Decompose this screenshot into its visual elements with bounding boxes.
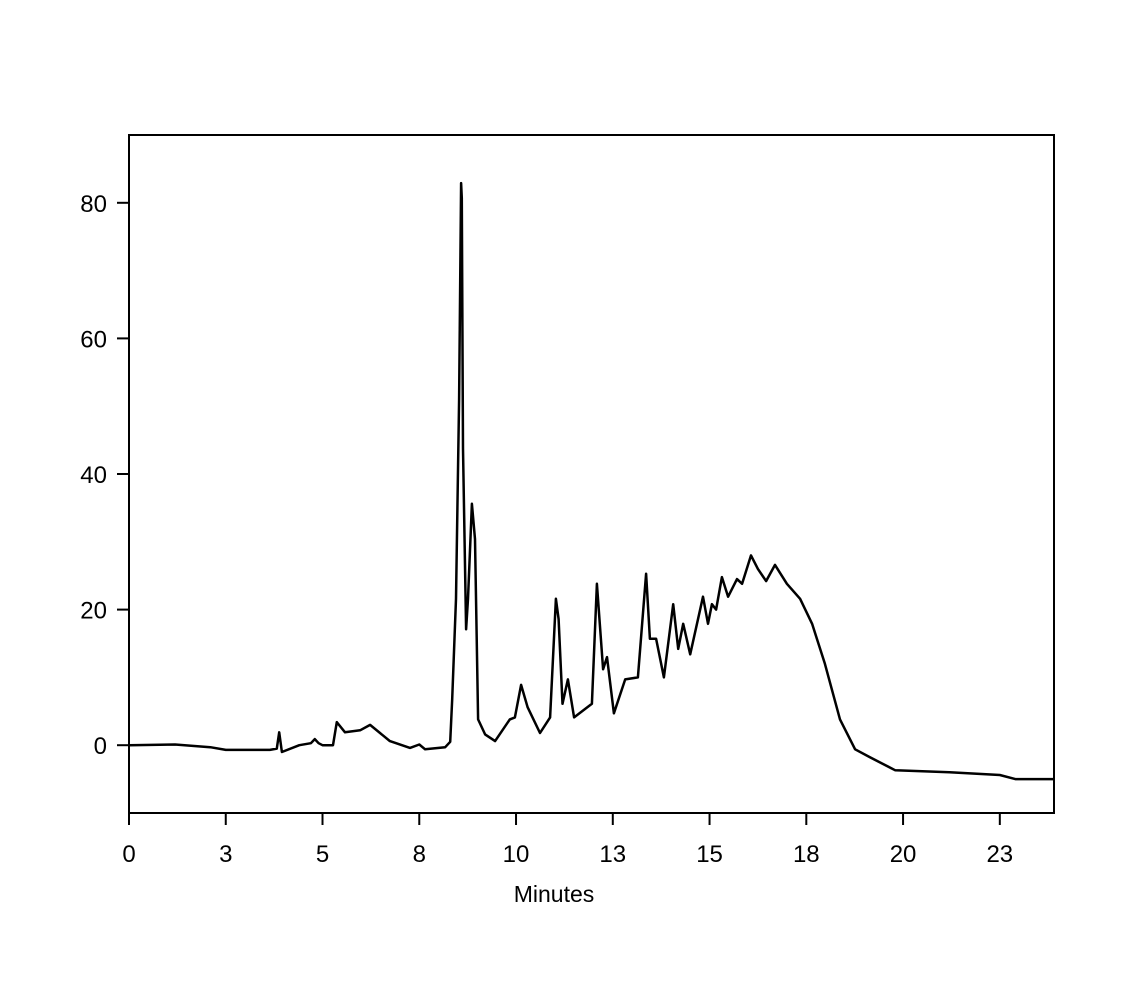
x-tick-label: 3 (219, 841, 232, 868)
x-tick-label: 5 (316, 841, 329, 868)
x-tick-label: 0 (122, 841, 135, 868)
x-tick-label: 8 (413, 841, 426, 868)
x-tick-label: 18 (793, 841, 820, 868)
y-tick-label: 80 (80, 191, 107, 218)
x-tick-label: 20 (890, 841, 917, 868)
y-tick-label: 0 (94, 733, 107, 760)
x-tick-label: 23 (986, 841, 1013, 868)
x-axis-label: Minutes (514, 881, 595, 907)
y-axis: 0 20 40 60 80 (80, 191, 129, 760)
plot-frame (128, 134, 1055, 814)
x-tick-label: 13 (599, 841, 626, 868)
series-line (128, 181, 1054, 781)
y-tick-label: 60 (80, 326, 107, 353)
x-tick-label: 15 (696, 841, 723, 868)
x-axis: 0 3 5 8 10 13 15 18 20 23 (122, 813, 1013, 868)
x-tick-label: 10 (503, 841, 530, 868)
y-tick-label: 40 (80, 462, 107, 489)
y-tick-label: 20 (80, 598, 107, 625)
